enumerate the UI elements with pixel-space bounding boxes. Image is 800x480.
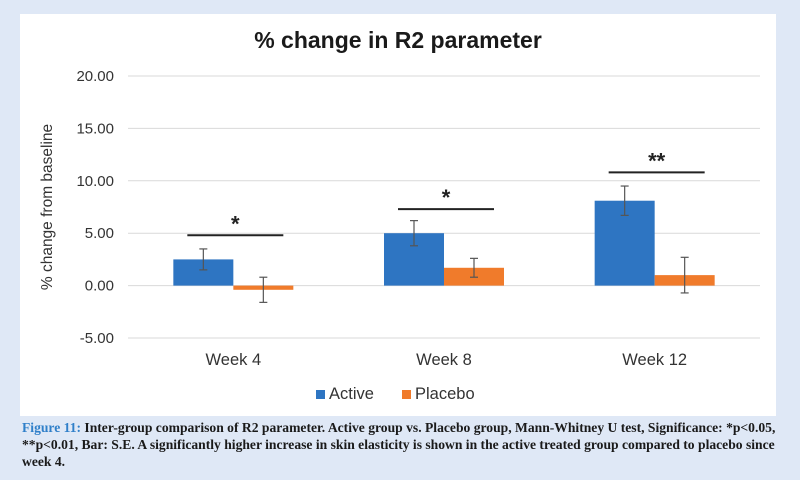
x-tick-label: Week 4	[206, 351, 262, 369]
y-tick-label: 15.00	[76, 120, 114, 137]
y-tick-label: 10.00	[76, 173, 114, 190]
x-tick-label: Week 8	[416, 351, 472, 369]
significance-label: *	[442, 185, 451, 210]
caption-label: Figure 11:	[22, 420, 82, 435]
y-tick-label: 0.00	[85, 278, 114, 295]
chart-panel: % change in R2 parameter % change from ba…	[20, 14, 776, 416]
legend-label: Placebo	[415, 385, 475, 403]
significance-label: **	[648, 148, 666, 173]
legend-swatch	[316, 390, 325, 399]
legend-label: Active	[329, 385, 374, 403]
significance-label: *	[231, 211, 240, 236]
figure-caption: Figure 11: Inter-group comparison of R2 …	[22, 419, 782, 470]
chart-title: % change in R2 parameter	[254, 27, 542, 53]
y-tick-label: 5.00	[85, 225, 114, 242]
y-axis-label: % change from baseline	[39, 124, 56, 290]
y-tick-label: -5.00	[80, 330, 114, 347]
bar-chart: % change in R2 parameter % change from ba…	[39, 27, 760, 403]
caption-text: Inter-group comparison of R2 parameter. …	[22, 420, 776, 469]
legend-swatch	[402, 390, 411, 399]
x-tick-label: Week 12	[622, 351, 687, 369]
y-tick-label: 20.00	[76, 68, 114, 85]
